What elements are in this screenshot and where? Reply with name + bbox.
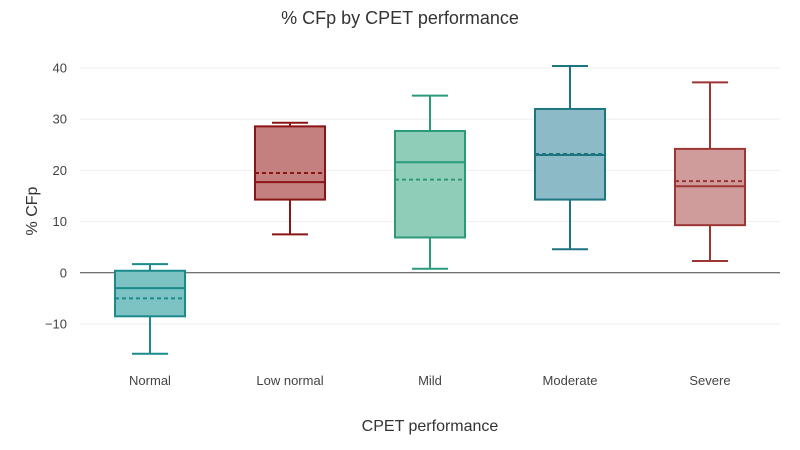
x-tick-label: Moderate [543, 373, 598, 388]
y-tick-label: 10 [53, 214, 67, 229]
boxes [114, 64, 746, 355]
y-tick-label: 30 [53, 112, 67, 127]
box-low-normal [254, 121, 326, 236]
y-axis-title: % CFp [24, 186, 41, 235]
x-tick-label: Normal [129, 373, 171, 388]
y-tick-label: 40 [53, 61, 67, 76]
iqr-box [114, 269, 186, 318]
x-tick-label: Low normal [256, 373, 323, 388]
x-axis-title: CPET performance [362, 418, 499, 435]
iqr-box [394, 129, 466, 239]
chart-title: % CFp by CPET performance [281, 8, 519, 28]
box-mild [394, 94, 466, 270]
box-normal [114, 263, 186, 355]
y-tick-label: 0 [60, 265, 67, 280]
box-severe [674, 81, 746, 263]
x-tick-label: Mild [418, 373, 442, 388]
x-tick-label: Severe [689, 373, 730, 388]
x-axis-ticks: Normal Low normal Mild Moderate Severe [129, 373, 731, 388]
y-axis-ticks: −10 0 10 20 30 40 [45, 61, 67, 332]
box-moderate [534, 64, 606, 251]
iqr-box [254, 125, 326, 201]
y-tick-label: 20 [53, 163, 67, 178]
y-tick-label: −10 [45, 317, 67, 332]
